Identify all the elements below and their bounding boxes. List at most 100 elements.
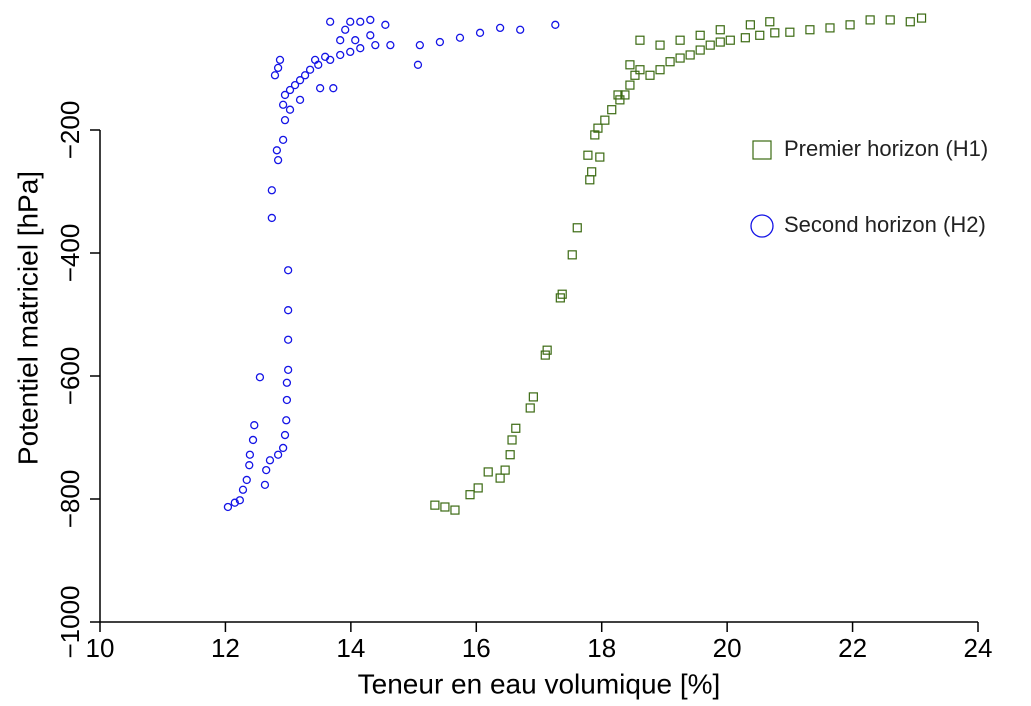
point	[587, 167, 597, 177]
point	[740, 33, 750, 43]
point	[525, 403, 535, 413]
point	[715, 25, 725, 35]
point	[356, 44, 365, 53]
point	[785, 27, 795, 37]
point	[825, 23, 835, 33]
point	[230, 498, 239, 507]
point	[805, 25, 815, 35]
point	[540, 350, 550, 360]
point	[295, 95, 305, 105]
point	[557, 289, 567, 299]
point	[865, 15, 875, 25]
point	[615, 95, 625, 105]
point	[607, 105, 617, 115]
point	[635, 65, 645, 75]
point	[356, 17, 365, 26]
point	[278, 135, 288, 144]
point	[613, 90, 623, 100]
point	[320, 52, 330, 61]
point	[267, 213, 276, 223]
point	[473, 483, 483, 493]
point	[630, 70, 640, 80]
y-tick-label: −600	[55, 347, 85, 406]
point	[440, 502, 450, 512]
point	[475, 28, 485, 37]
point	[885, 15, 895, 25]
point	[235, 496, 245, 505]
point	[386, 40, 395, 50]
point	[675, 53, 685, 63]
point	[715, 37, 725, 47]
point	[248, 435, 258, 445]
point	[507, 435, 517, 445]
point	[260, 480, 270, 490]
x-tick-label: 12	[211, 633, 240, 663]
point	[346, 17, 355, 26]
point	[528, 392, 538, 402]
point	[511, 423, 521, 433]
point	[272, 146, 282, 155]
point	[655, 40, 665, 50]
point	[329, 84, 338, 93]
x-tick-label: 18	[587, 633, 616, 663]
point	[593, 123, 603, 133]
point	[310, 55, 320, 65]
point	[905, 17, 915, 27]
point	[685, 50, 695, 60]
point	[245, 461, 254, 470]
point	[255, 373, 265, 382]
point	[413, 60, 423, 69]
point	[283, 365, 293, 375]
point	[572, 223, 582, 233]
point	[285, 85, 295, 95]
point	[567, 250, 577, 260]
point	[273, 155, 283, 165]
point	[315, 84, 325, 93]
point	[351, 36, 360, 45]
legend-symbol	[750, 214, 774, 238]
point	[336, 36, 345, 45]
point	[371, 40, 380, 50]
point	[645, 70, 655, 80]
point	[295, 76, 305, 85]
point	[583, 150, 593, 160]
y-axis-label: Potentiel matriciel [hPa]	[12, 171, 43, 465]
point	[282, 416, 291, 425]
point	[430, 500, 440, 510]
point	[242, 475, 251, 485]
point	[283, 306, 293, 315]
point	[770, 28, 780, 38]
point	[223, 502, 233, 512]
point	[278, 443, 288, 453]
point	[238, 485, 248, 494]
point	[265, 456, 275, 465]
point	[270, 71, 280, 80]
point	[290, 80, 300, 90]
point	[455, 33, 465, 42]
point	[336, 50, 345, 60]
point	[625, 80, 635, 90]
point	[620, 90, 630, 100]
point	[695, 30, 705, 40]
point	[273, 63, 283, 73]
point	[366, 15, 375, 25]
point	[283, 335, 293, 344]
point	[551, 20, 560, 29]
point	[505, 450, 515, 460]
point	[516, 25, 525, 34]
point	[590, 130, 600, 140]
x-tick-label: 24	[964, 633, 993, 663]
point	[916, 13, 927, 23]
point	[595, 152, 605, 162]
legend-symbol	[752, 140, 772, 160]
point	[655, 65, 665, 75]
point	[495, 23, 505, 33]
point	[381, 20, 390, 29]
point	[305, 65, 315, 74]
point	[283, 266, 293, 275]
point	[341, 25, 350, 34]
point	[450, 505, 460, 515]
point	[585, 175, 595, 185]
y-tick-label: −200	[55, 101, 85, 160]
point	[705, 40, 715, 50]
